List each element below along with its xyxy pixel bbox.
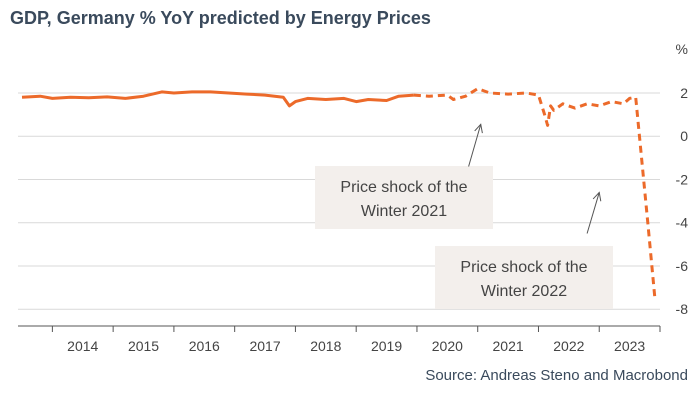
- x-tick-label: 2020: [432, 338, 463, 354]
- annotation-arrow: [468, 124, 482, 167]
- annotation-text: Price shock of the: [340, 179, 467, 196]
- series-lines: [21, 87, 657, 301]
- y-tick-label: 0: [680, 128, 688, 144]
- x-tick-label: 2014: [67, 338, 98, 354]
- y-tick-label: -6: [676, 258, 689, 274]
- x-tick-label: 2023: [614, 338, 645, 354]
- x-tick-label: 2017: [249, 338, 280, 354]
- annotation-text: Winter 2021: [361, 203, 447, 220]
- arrowhead-icon: [474, 123, 483, 134]
- history-line: [21, 90, 415, 108]
- annotation-box: [315, 166, 493, 229]
- annotation-arrow: [586, 192, 600, 234]
- annotation-text: Winter 2022: [481, 283, 567, 300]
- y-axis-ticks: 2 0 -2 -4 -6 -8: [676, 85, 689, 317]
- y-tick-label: -8: [676, 301, 689, 317]
- source-note: Source: Andreas Steno and Macrobond: [425, 367, 688, 384]
- forecast-line: [413, 87, 657, 301]
- x-tick-label: 2015: [128, 338, 159, 354]
- x-tick-label: 2018: [310, 338, 341, 354]
- x-tick-label: 2016: [189, 338, 220, 354]
- annotation-text: Price shock of the: [460, 259, 587, 276]
- y-tick-label: -2: [676, 171, 689, 187]
- y-tick-label: 2: [680, 85, 688, 101]
- x-tick-label: 2022: [553, 338, 584, 354]
- x-tick-label: 2019: [371, 338, 402, 354]
- annotation-box: [435, 246, 613, 309]
- y-tick-label: -4: [676, 215, 689, 231]
- arrowhead-icon: [592, 191, 602, 202]
- x-tick-label: 2021: [493, 338, 524, 354]
- annotations: Price shock of the Winter 2021 Price shock…: [315, 123, 613, 309]
- x-axis-ticks: 2014 2015 2016 2017 2018 2019 2020 2021 2022 2023: [51, 326, 661, 354]
- chart-title: GDP, Germany % YoY predicted by Energy P…: [10, 8, 431, 28]
- y-axis-unit: %: [676, 41, 688, 57]
